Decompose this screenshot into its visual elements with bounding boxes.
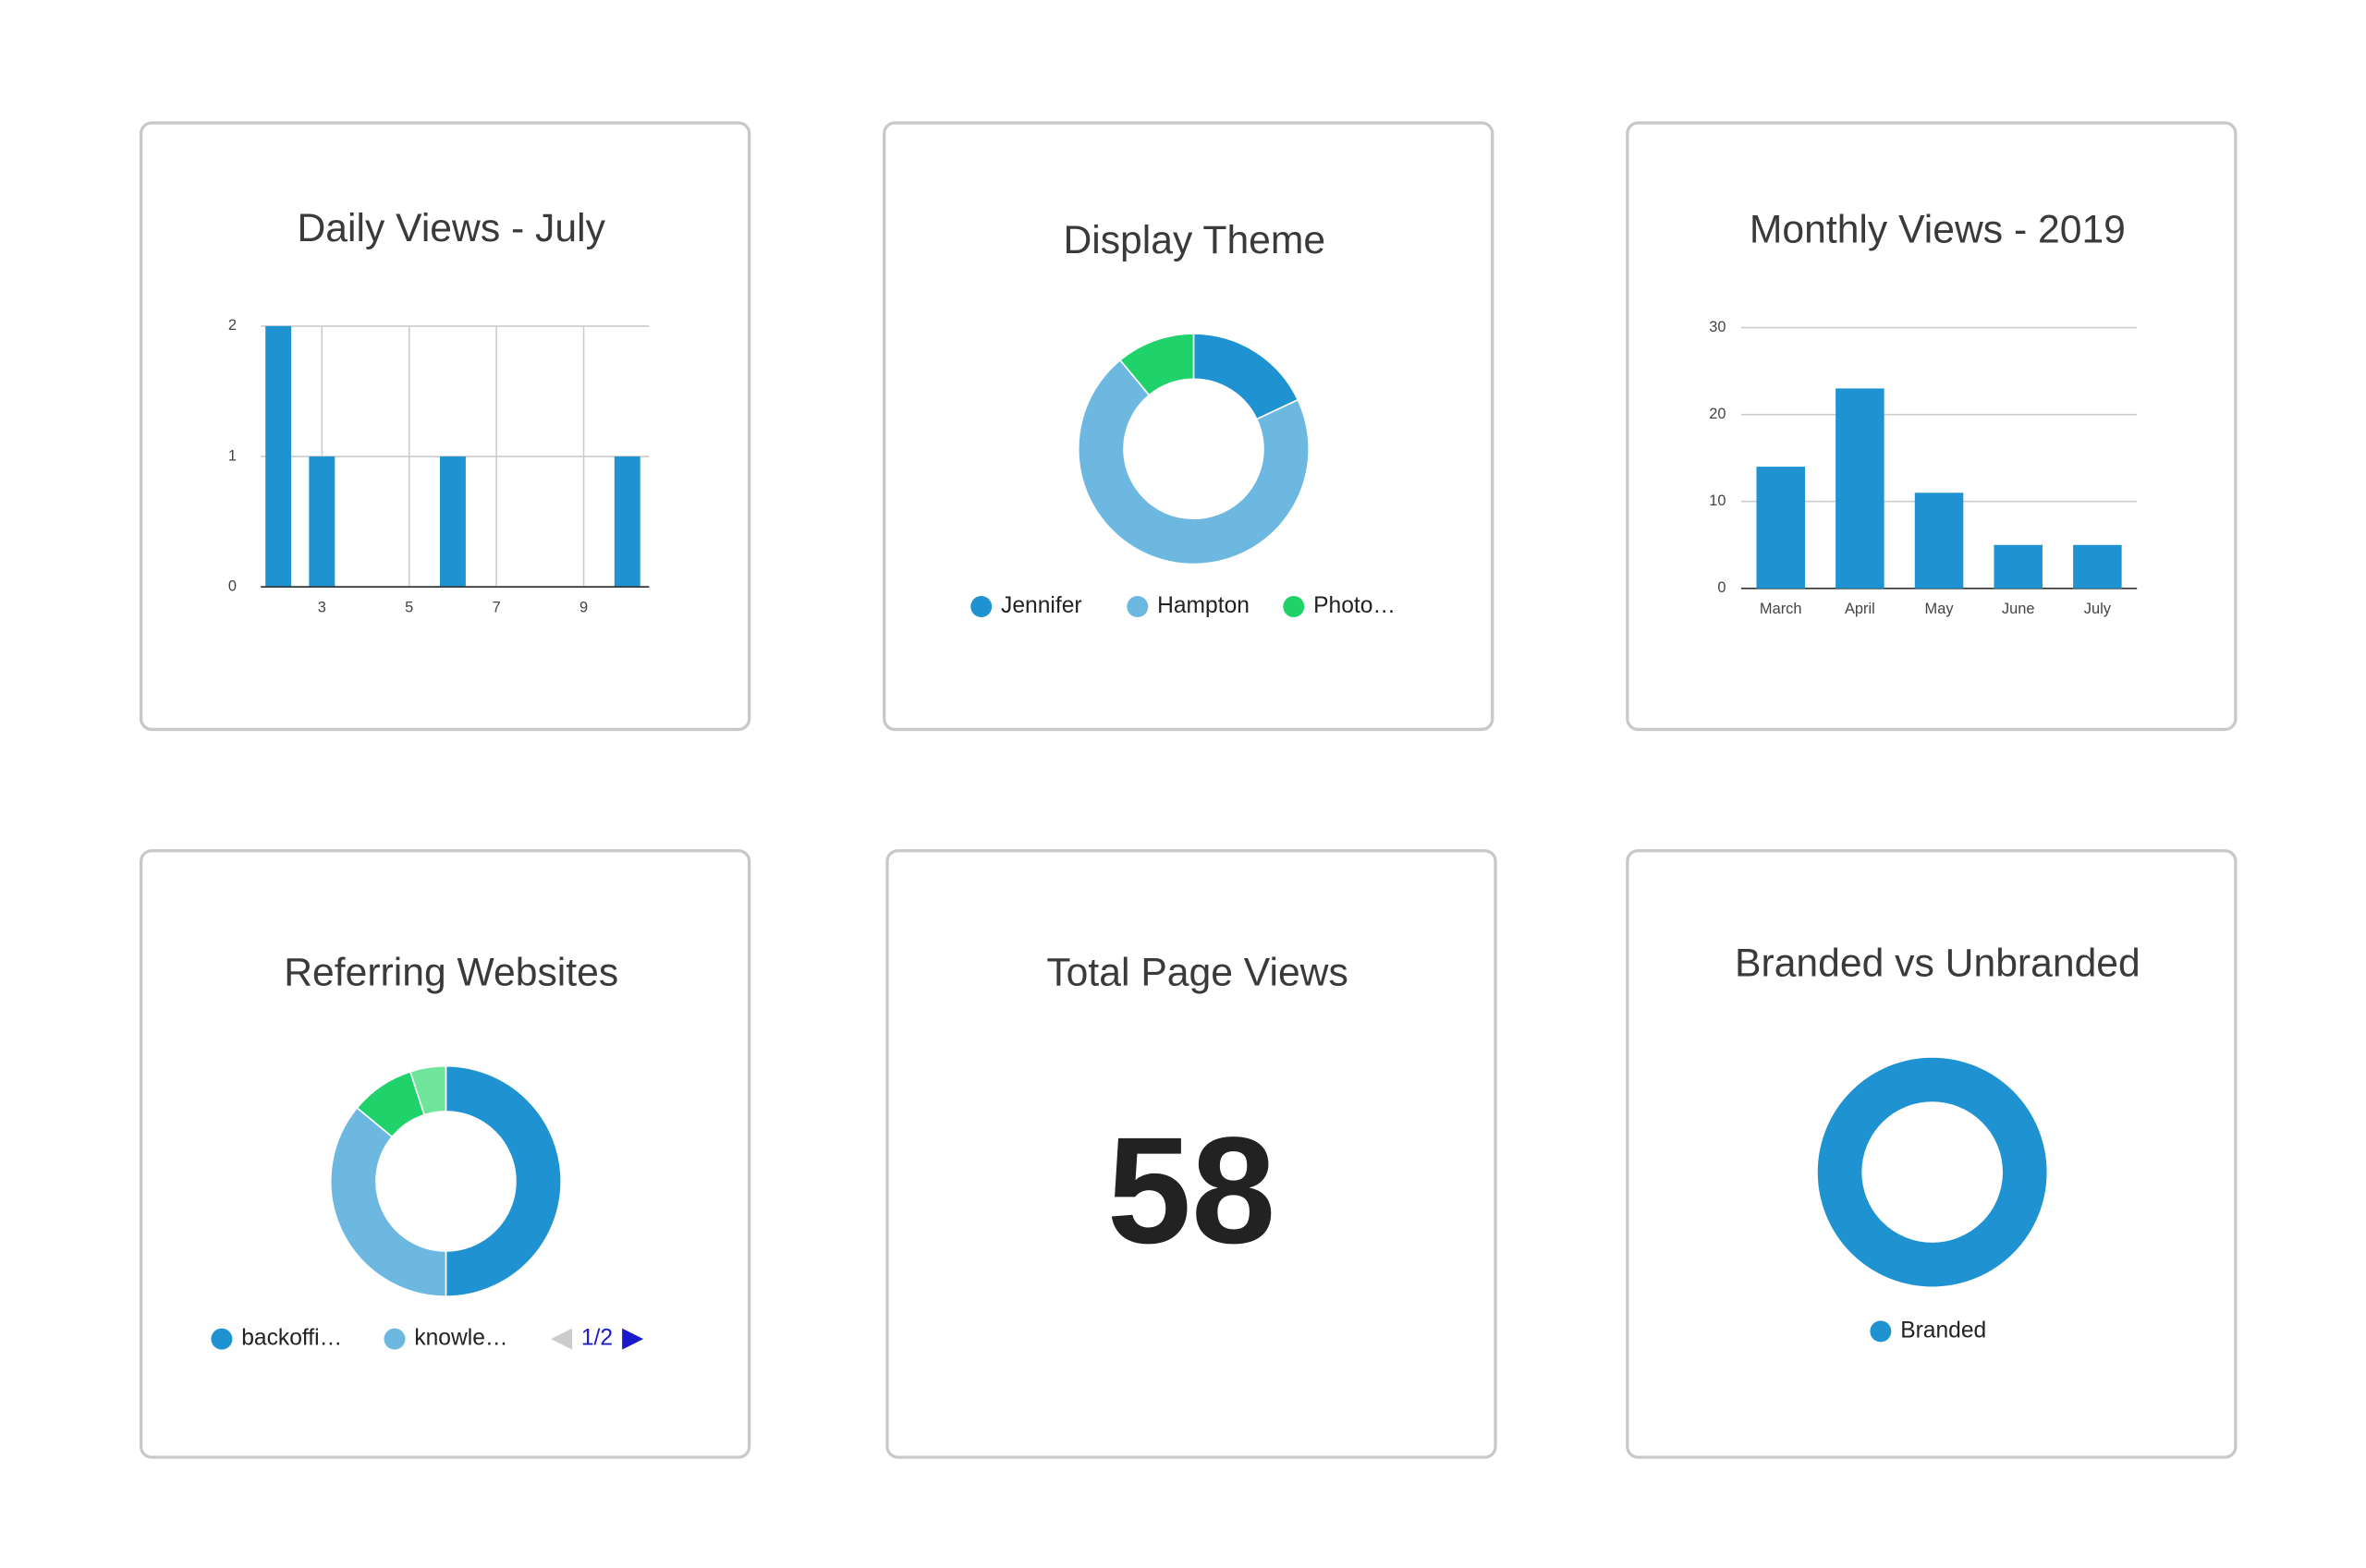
legend-swatch [970, 596, 993, 617]
bar [1914, 492, 1964, 589]
pager-label: 1/2 [581, 1326, 613, 1351]
card-frame [1626, 849, 2238, 1459]
donut-slice [1077, 359, 1311, 565]
card: Daily Views - July 0 1 2 3 5 7 9 [139, 121, 751, 732]
card: Total Page Views 58 [885, 849, 1497, 1459]
legend-label: Jennifer [1001, 593, 1082, 618]
x-tick-label: 7 [493, 599, 501, 615]
donut-slice [445, 1064, 562, 1297]
legend-label: Hampton [1157, 593, 1250, 618]
card-title: Daily Views - July [297, 206, 605, 250]
card-title: Branded vs Unbranded [1735, 942, 2140, 986]
card: Branded vs Unbranded Branded [1626, 849, 2238, 1459]
card-title: Total Page Views [1046, 951, 1348, 995]
donut-slice [329, 1106, 447, 1297]
x-tick-label: July [2084, 601, 2112, 617]
y-tick-label: 20 [1709, 406, 1726, 422]
metric-value: 58 [1107, 1105, 1276, 1275]
x-tick-label: June [2002, 601, 2035, 617]
x-tick-label: March [1760, 601, 1802, 617]
card-frame [139, 849, 751, 1459]
card: Referring Websites backoffi… knowle… 1/2 [139, 849, 751, 1459]
x-tick-label: April [1845, 601, 1875, 617]
y-tick-label: 10 [1709, 492, 1726, 509]
x-tick-label: 5 [405, 599, 413, 615]
bar [1756, 467, 1805, 589]
card-frame [883, 121, 1494, 732]
legend-label: knowle… [414, 1326, 507, 1351]
bar [439, 456, 466, 588]
bar [1835, 388, 1884, 589]
bar [2073, 544, 2122, 589]
legend-label: backoffi… [241, 1326, 342, 1351]
card: Monthly Views - 2019 0 10 20 30 March April May… [1626, 121, 2238, 732]
legend-swatch [1127, 596, 1149, 617]
bar [265, 325, 292, 588]
y-tick-label: 0 [228, 577, 237, 594]
bar [1994, 544, 2043, 589]
bar [309, 456, 335, 588]
card-title: Referring Websites [284, 951, 618, 995]
legend-swatch [1283, 596, 1305, 617]
y-tick-label: 1 [228, 447, 237, 464]
legend-swatch [384, 1328, 406, 1350]
pager-prev[interactable] [551, 1328, 572, 1350]
legend-swatch [211, 1328, 233, 1350]
pager-next[interactable] [622, 1328, 644, 1350]
card-title: Monthly Views - 2019 [1750, 207, 2126, 251]
card-frame [885, 849, 1497, 1459]
x-tick-label: May [1925, 601, 1955, 617]
x-tick-label: 9 [579, 599, 588, 615]
x-tick-label: 3 [318, 599, 326, 615]
legend-swatch [1870, 1320, 1892, 1343]
legend-label: Photo… [1313, 593, 1396, 618]
y-tick-label: 2 [228, 317, 237, 334]
bar [614, 456, 640, 588]
card-title: Display Theme [1063, 218, 1325, 262]
y-tick-label: 0 [1717, 579, 1726, 596]
card-frame [139, 121, 751, 732]
legend-label: Branded [1900, 1318, 1986, 1343]
y-tick-label: 30 [1709, 319, 1726, 335]
donut-slice [409, 1064, 447, 1116]
donut-slice [1118, 333, 1195, 396]
donut-slice [1816, 1056, 2049, 1289]
card: Display Theme Jennifer Hampton Photo… [883, 121, 1494, 732]
